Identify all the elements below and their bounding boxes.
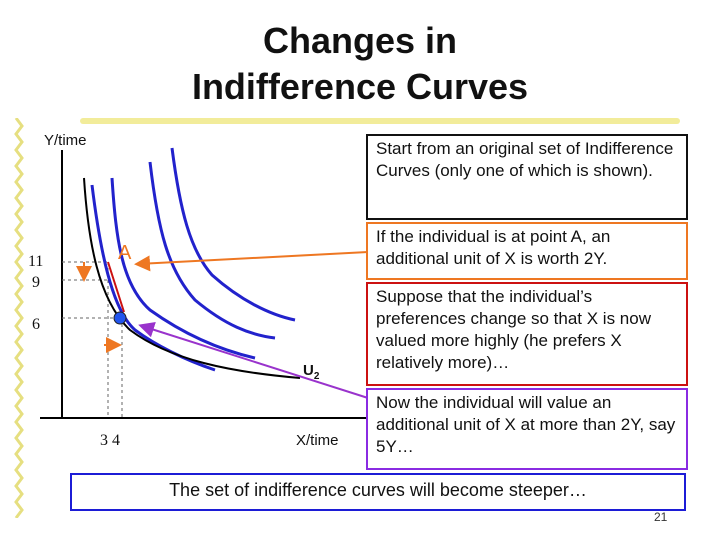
value-box: Now the individual will value an additio… bbox=[366, 388, 688, 470]
y-tick-11: 11 bbox=[28, 253, 44, 270]
page-number: 21 bbox=[654, 510, 668, 524]
point-a-marker bbox=[113, 311, 127, 325]
slide-title: Changes in Indifference Curves bbox=[0, 18, 720, 110]
new-indifference-curve-1 bbox=[90, 184, 216, 372]
curve-u2-label: U2 bbox=[303, 362, 319, 382]
intro-box: Start from an original set of Indifferen… bbox=[366, 134, 688, 220]
conclusion-box: The set of indifference curves will beco… bbox=[70, 473, 686, 511]
new-indifference-curve-4 bbox=[170, 147, 296, 322]
point-a-pointer-line bbox=[134, 251, 369, 272]
tangent-pointer-line bbox=[138, 322, 369, 399]
title-underline-decoration bbox=[80, 118, 680, 124]
y-axis-label: Y/time bbox=[44, 132, 87, 149]
new-indifference-curve-2 bbox=[110, 177, 256, 360]
point-a-box: If the individual is at point A, an addi… bbox=[366, 222, 688, 280]
title-line-2: Indifference Curves bbox=[191, 66, 529, 107]
point-a-label: A bbox=[118, 242, 132, 264]
zigzag-border-decoration bbox=[14, 118, 24, 518]
title-line-1: Changes in bbox=[262, 20, 458, 61]
x-axis-label: X/time bbox=[296, 432, 339, 449]
new-indifference-curve-3 bbox=[148, 161, 276, 340]
y-tick-6: 6 bbox=[32, 316, 40, 333]
curve-u2-subscript: 2 bbox=[313, 371, 320, 382]
y-tick-9: 9 bbox=[32, 274, 40, 291]
curve-u2-letter: U bbox=[303, 362, 314, 379]
x-tick-labels: 3 4 bbox=[100, 432, 120, 449]
original-indifference-curve-u2 bbox=[83, 177, 301, 379]
red-tangent-segment bbox=[107, 261, 125, 313]
preferences-box: Suppose that the individual’s preference… bbox=[366, 282, 688, 386]
